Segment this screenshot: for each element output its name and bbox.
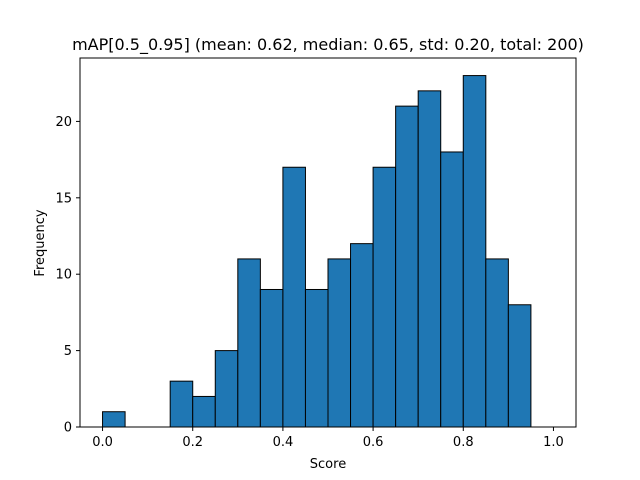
plot-area-frame	[79, 57, 577, 428]
histogram-bar	[282, 166, 306, 428]
x-tick-label: 0.8	[453, 435, 474, 450]
chart-title: mAP[0.5_0.95] (mean: 0.62, median: 0.65,…	[72, 35, 584, 55]
histogram-bar	[237, 258, 261, 428]
histogram-bar	[372, 166, 397, 428]
histogram-bar	[350, 243, 374, 428]
x-axis-label: Score	[310, 457, 346, 472]
histogram-bar	[327, 258, 352, 428]
y-tick-label: 15	[55, 191, 72, 206]
y-tick-label: 0	[64, 421, 72, 436]
histogram-bar	[507, 304, 532, 428]
x-tick-label: 0.2	[182, 435, 203, 450]
y-axis-label: Frequency	[33, 209, 48, 276]
histogram-bar	[462, 75, 487, 428]
y-tick-label: 5	[64, 344, 72, 359]
x-ticks-group: 0.0 0.2 0.4 0.6 0.8 1.0	[92, 427, 564, 450]
x-tick-label: 0.4	[273, 435, 294, 450]
x-tick-label: 0.6	[363, 435, 384, 450]
y-tick-label: 10	[55, 268, 72, 283]
histogram-bar	[440, 151, 464, 428]
histogram-bar	[395, 105, 419, 428]
y-tick-label: 20	[55, 115, 72, 130]
histogram-bar	[192, 395, 216, 428]
x-tick-label: 1.0	[543, 435, 564, 450]
histogram-bar	[485, 258, 509, 428]
histogram-bar	[169, 380, 194, 428]
histogram-bar	[304, 288, 329, 428]
histogram-bar	[102, 411, 126, 428]
histogram-bar	[259, 288, 284, 428]
x-tick-label: 0.0	[92, 435, 113, 450]
y-ticks-group: 0 5 10 15 20	[55, 115, 80, 436]
histogram-bar	[214, 350, 239, 428]
bars-group	[102, 75, 532, 428]
histogram-bar	[417, 90, 442, 428]
